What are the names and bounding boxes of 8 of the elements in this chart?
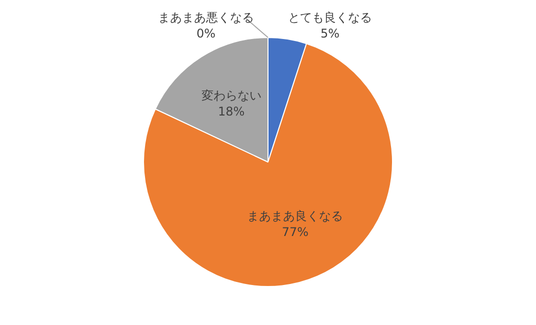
data-label: 77% [282, 224, 309, 239]
slice-label: まあまあ良くなる [247, 208, 344, 223]
data-label: 5% [320, 26, 340, 41]
slice-label: とても良くなる [288, 10, 372, 25]
data-label: 18% [218, 104, 245, 118]
category-label: まあまあ悪くなる [158, 10, 254, 25]
text: 0% [196, 26, 216, 41]
slice-label: 変わらない [201, 88, 262, 102]
